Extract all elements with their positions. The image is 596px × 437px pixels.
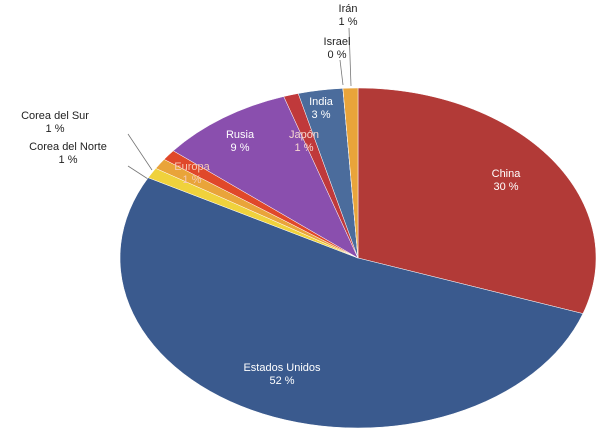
slice-label: Israel [324,36,351,48]
leader-line [127,165,149,180]
value-label: 1 % [339,16,358,28]
leader-line [339,59,344,86]
pie-slice [119,177,584,429]
slice-label: Europa [174,161,210,173]
slice-label: Corea del Sur [21,110,89,122]
slice-label: Japón [289,129,319,141]
slice-label: China [492,168,522,180]
leader-line [127,133,153,171]
slice-label: Rusia [226,129,255,141]
slice-label: Irán [339,3,358,15]
value-label: 52 % [269,375,294,387]
leader-line [348,27,352,87]
value-label: 0 % [328,49,347,61]
slice-label: Estados Unidos [243,362,321,374]
value-label: 1 % [59,154,78,166]
value-label: 9 % [231,142,250,154]
value-label: 1 % [295,142,314,154]
value-label: 1 % [183,174,202,186]
value-label: 3 % [312,109,331,121]
pie-slice [357,87,596,314]
pie-slice [342,87,359,259]
value-label: 1 % [46,123,65,135]
slice-label: Corea del Norte [29,141,107,153]
slice-label: India [309,96,334,108]
pie-slice [172,96,359,259]
value-label: 30 % [493,181,518,193]
